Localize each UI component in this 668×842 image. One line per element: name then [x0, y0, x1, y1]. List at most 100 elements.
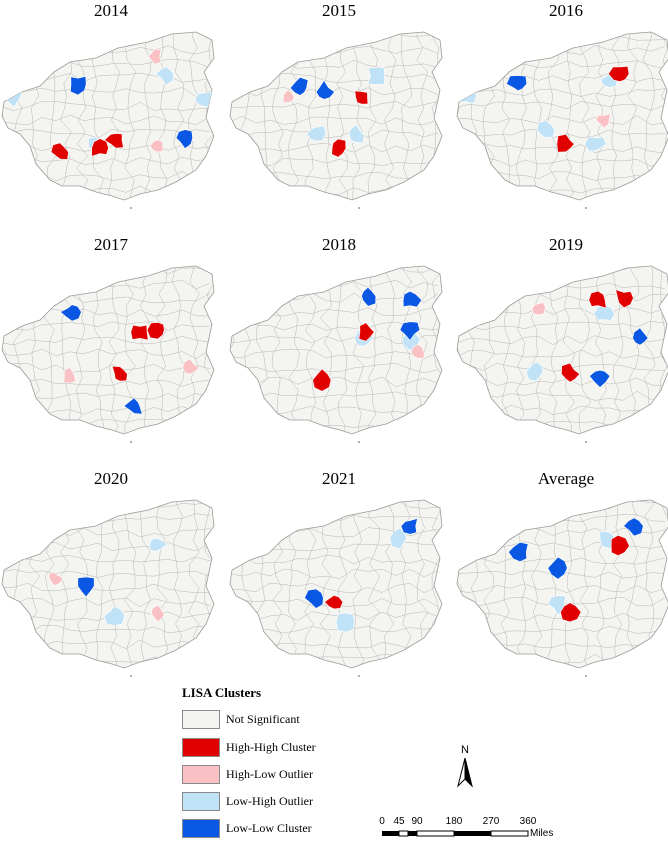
map-panel-2017: 2017 [0, 235, 222, 476]
island-mark [130, 675, 132, 677]
legend-label-not-significant: Not Significant [226, 712, 300, 726]
cluster-high-high [607, 65, 630, 82]
cluster-low-high [536, 120, 556, 139]
cluster-low-low [361, 286, 377, 307]
scale-unit: Miles [530, 828, 554, 839]
cluster-low-high [593, 304, 616, 322]
cluster-low-high [306, 125, 327, 142]
cluster-high-high [358, 322, 375, 342]
region-outline [1, 265, 215, 435]
island-mark [358, 675, 360, 677]
scale-bar: 0 45 90 180 270 360 Miles [378, 816, 568, 842]
cluster-low-low [77, 576, 95, 598]
cluster-low-low [59, 304, 82, 322]
cluster-high-high [331, 138, 347, 158]
cluster-low-high [149, 538, 168, 552]
cluster-low-high [367, 67, 386, 85]
choropleth-map [229, 31, 443, 209]
panel-title: 2018 [322, 235, 356, 254]
panel-title: 2017 [94, 235, 128, 254]
scale-tick-0: 0 [379, 816, 385, 827]
cluster-low-low [123, 397, 143, 415]
map-panel-2016: 2016 [455, 1, 668, 242]
legend-swatch-high-high [182, 738, 220, 757]
panel-title: 2019 [549, 235, 583, 254]
map-panel-2015: 2015 [228, 1, 450, 242]
panel-title: 2015 [322, 1, 356, 20]
scale-bar-graphic [382, 830, 529, 837]
cluster-high-high [560, 602, 582, 623]
cluster-high-low [531, 302, 546, 316]
cluster-high-low [282, 89, 295, 103]
map-panel-2018: 2018 [228, 235, 450, 476]
legend-item-low-low: Low-Low Cluster [180, 819, 380, 841]
scale-tick-180: 180 [445, 816, 463, 827]
island-mark [585, 207, 587, 209]
cluster-high-high [610, 534, 630, 557]
region-outline [456, 265, 668, 435]
island-mark [130, 441, 132, 443]
panel-title: 2021 [322, 469, 356, 488]
island-mark [130, 207, 132, 209]
legend-label-low-high: Low-High Outlier [226, 794, 313, 808]
choropleth-map [1, 265, 215, 443]
panel-title: 2014 [94, 1, 128, 20]
cluster-low-low [623, 517, 644, 537]
cluster-low-high [525, 361, 544, 382]
cluster-high-low [48, 571, 64, 586]
cluster-high-high [146, 322, 165, 340]
cluster-low-low [399, 321, 421, 341]
cluster-low-low [315, 79, 336, 100]
cluster-low-high [584, 136, 607, 152]
cluster-high-high [104, 133, 124, 149]
cluster-high-low [147, 48, 162, 65]
cluster-high-low [149, 139, 164, 153]
legend-swatch-low-high [182, 792, 220, 811]
choropleth-map [456, 265, 668, 443]
cluster-high-low [13, 547, 30, 560]
cluster-low-low [588, 369, 611, 388]
legend-swatch-not-significant [182, 710, 220, 729]
cluster-high-high [312, 368, 332, 392]
island-mark [358, 207, 360, 209]
cluster-low-high [349, 124, 365, 144]
north-arrow: N [452, 744, 482, 792]
cluster-low-high [155, 66, 174, 86]
cluster-low-low [402, 290, 423, 308]
cluster-low-low [304, 588, 324, 609]
region-outline [229, 499, 443, 669]
cluster-low-low [632, 327, 649, 346]
legend-label-low-low: Low-Low Cluster [226, 821, 312, 835]
map-panel-2020: 2020 [0, 469, 222, 710]
legend-swatch-low-low [182, 819, 220, 838]
cluster-high-low [410, 343, 425, 359]
map-panel-2014: 2014 [0, 1, 222, 242]
map-panel-2019: 2019 [455, 235, 668, 476]
region-outline [1, 31, 215, 201]
choropleth-map [1, 31, 215, 209]
cluster-high-low [182, 358, 200, 375]
legend-label-high-low: High-Low Outlier [226, 767, 313, 781]
island-mark [358, 441, 360, 443]
region-outline [229, 265, 443, 435]
cluster-high-low [151, 604, 165, 623]
cluster-high-high [561, 362, 581, 383]
legend-swatch-high-low [182, 765, 220, 784]
cluster-low-low [506, 75, 528, 92]
island-mark [585, 675, 587, 677]
cluster-low-high [335, 612, 355, 633]
cluster-low-low [289, 76, 309, 96]
map-panel-average: Average [455, 469, 668, 710]
legend-label-high-high: High-High Cluster [226, 740, 316, 754]
cluster-low-low [175, 129, 193, 150]
cluster-high-high [130, 324, 149, 341]
choropleth-map [229, 265, 443, 443]
panel-title: 2016 [549, 1, 583, 20]
cluster-high-high [111, 365, 128, 382]
north-arrow-icon [457, 757, 473, 788]
scale-tick-45: 45 [393, 816, 405, 827]
cluster-high-high [354, 90, 369, 105]
cluster-low-low [508, 541, 529, 563]
cluster-high-high [50, 142, 69, 160]
legend-item-high-low: High-Low Outlier [180, 765, 380, 787]
